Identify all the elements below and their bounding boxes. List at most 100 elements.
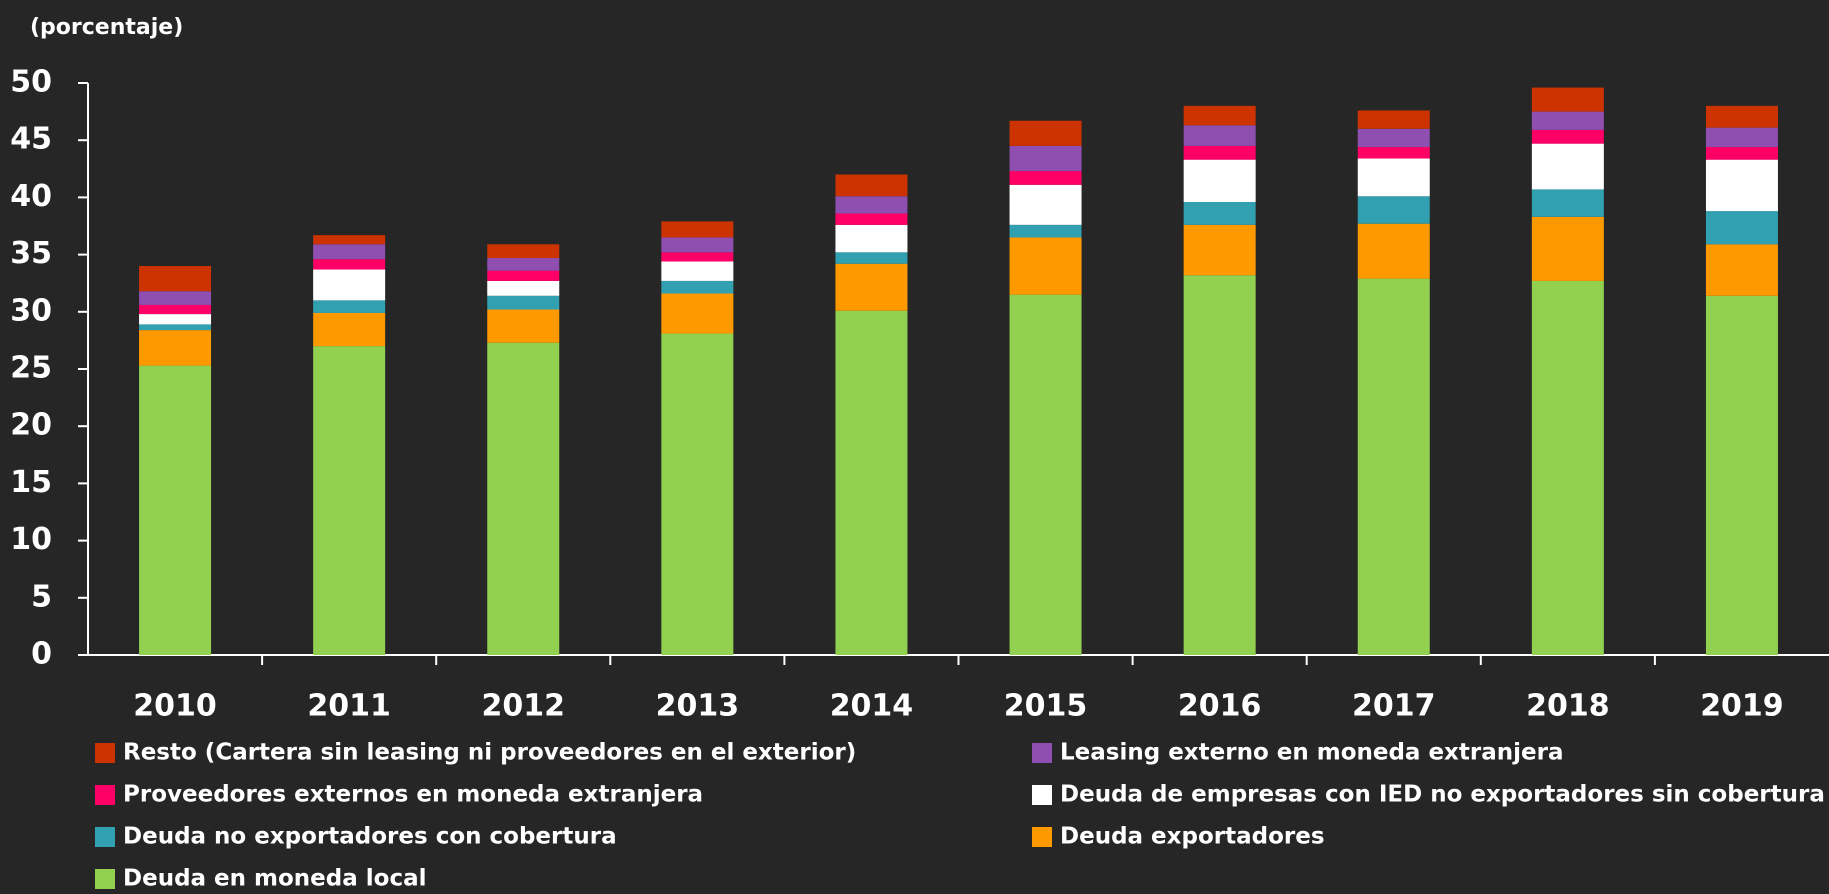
bar-segment [1183, 224, 1256, 276]
bar-segment [1531, 189, 1604, 217]
bar-segment [835, 224, 908, 253]
bar-segment [1183, 105, 1256, 126]
bar-segment [1357, 196, 1430, 224]
bar-segment [661, 261, 734, 281]
legend-swatch [1032, 785, 1052, 805]
legend-label: Proveedores externos en moneda extranjer… [123, 782, 703, 808]
bar-segment [487, 309, 560, 343]
bar-segment [139, 314, 212, 325]
legend-swatch [95, 869, 115, 889]
bar-segment [1357, 278, 1430, 655]
bar-segment [139, 291, 212, 305]
bar-segment [487, 270, 560, 281]
bar-segment [1531, 111, 1604, 130]
y-tick-label: 40 [10, 179, 52, 214]
bar-segment [1183, 201, 1256, 225]
bar-segment [835, 310, 908, 655]
bar-segment [661, 252, 734, 262]
bar-segment [313, 259, 386, 270]
x-tick-label: 2012 [482, 689, 566, 724]
x-tick-label: 2018 [1526, 689, 1610, 724]
y-tick-label: 25 [10, 351, 52, 386]
bar-segment [139, 304, 212, 315]
bar-segment [1531, 280, 1604, 655]
legend-swatch [1032, 743, 1052, 763]
bar-segment [661, 280, 734, 294]
x-tick-label: 2010 [133, 689, 217, 724]
bar-segment [1183, 125, 1256, 146]
legend-swatch [1032, 827, 1052, 847]
bar-segment [661, 333, 734, 655]
bar-segment [1009, 294, 1082, 655]
bar-segment [1357, 147, 1430, 159]
bar-segment [313, 244, 386, 260]
x-tick-label: 2011 [307, 689, 391, 724]
bar-segment [661, 237, 734, 253]
bar-segment [1009, 145, 1082, 172]
legend-swatch [95, 743, 115, 763]
bar-segment [313, 269, 386, 301]
bar-segment [1705, 105, 1778, 128]
bar-segment [313, 312, 386, 347]
legend-swatch [95, 827, 115, 847]
x-tick-label: 2017 [1352, 689, 1436, 724]
x-tick-label: 2019 [1700, 689, 1784, 724]
bar-segment [487, 280, 560, 296]
y-tick-label: 0 [31, 637, 52, 672]
x-tick-label: 2016 [1178, 689, 1262, 724]
bar-segment [139, 266, 212, 292]
bar-segment [1705, 211, 1778, 245]
x-tick-label: 2015 [1004, 689, 1088, 724]
bar-segment [1705, 159, 1778, 212]
bar-segment [1183, 275, 1256, 655]
y-tick-label: 20 [10, 408, 52, 443]
y-tick-label: 15 [10, 465, 52, 500]
bar-segment [1009, 224, 1082, 238]
legend-label: Resto (Cartera sin leasing ni proveedore… [123, 740, 856, 766]
bar-segment [1357, 158, 1430, 197]
x-tick-label: 2014 [830, 689, 914, 724]
y-axis-label: (porcentaje) [30, 15, 183, 40]
bar-segment [1705, 295, 1778, 655]
y-tick-label: 5 [31, 579, 52, 614]
bar-segment [1705, 147, 1778, 160]
legend-label: Deuda en moneda local [123, 866, 427, 892]
legend-label: Deuda de empresas con IED no exportadore… [1060, 782, 1825, 808]
legend-swatch [95, 785, 115, 805]
x-tick-label: 2013 [656, 689, 740, 724]
bar-segment [661, 293, 734, 334]
bar-segment [487, 295, 560, 310]
bar-segment [1531, 143, 1604, 190]
y-tick-label: 35 [10, 236, 52, 271]
legend-label: Deuda no exportadores con cobertura [123, 824, 617, 850]
bar-segment [835, 196, 908, 214]
legend-label: Leasing externo en moneda extranjera [1060, 740, 1563, 766]
bar-segment [1705, 127, 1778, 148]
bar-segment [1009, 120, 1082, 146]
bar-segment [1009, 184, 1082, 225]
bar-segment [1357, 128, 1430, 148]
bar-segment [487, 342, 560, 655]
bar-segment [139, 365, 212, 655]
y-tick-label: 45 [10, 122, 52, 157]
bar-segment [835, 252, 908, 264]
bar-segment [1357, 223, 1430, 279]
bar-segment [1531, 129, 1604, 144]
bar-segment [139, 330, 212, 366]
bar-segment [1531, 87, 1604, 112]
bar-segment [835, 263, 908, 311]
bar-segment [313, 300, 386, 313]
y-tick-label: 50 [10, 65, 52, 100]
bar-segment [661, 221, 734, 238]
bar-segment [1009, 171, 1082, 185]
bar-segment [835, 213, 908, 225]
bar-segment [313, 235, 386, 245]
bar-segment [313, 346, 386, 655]
bar-segment [1705, 244, 1778, 296]
bar-segment [1009, 237, 1082, 295]
y-tick-label: 10 [10, 522, 52, 557]
bar-segment [1183, 145, 1256, 160]
legend-label: Deuda exportadores [1060, 824, 1325, 850]
